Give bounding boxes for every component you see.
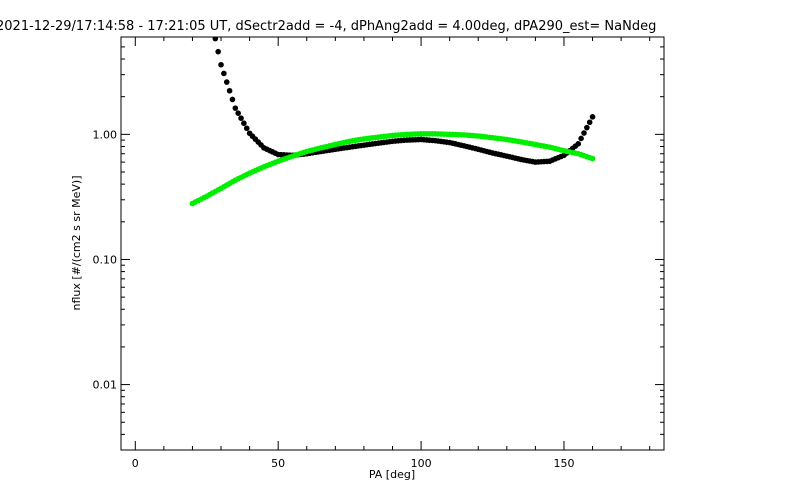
chart-title: 2021-12-29/17:14:58 - 17:21:05 UT, dSect… [0,19,656,34]
plot-frame [120,36,665,451]
data-point [232,105,239,111]
x-tick-label: 150 [553,457,574,470]
data-point [215,48,221,55]
series-1 [189,131,596,207]
x-tick-label: 50 [271,457,285,470]
x-tick-label: 100 [411,457,432,470]
axis-ticks [121,36,664,451]
y-tick-label: 0.10 [93,253,118,266]
data-point [229,96,236,103]
data-point [223,79,230,85]
data-point [226,87,233,94]
data-point [589,155,596,162]
data-point [584,124,590,131]
data-point [204,0,210,2]
x-axis-label: PA [deg] [369,468,415,481]
y-axis-label: nflux [#/(cm2 s sr MeV)] [70,176,83,311]
data-point [238,115,244,121]
x-tick-label: 0 [132,457,139,470]
data-point [212,37,219,42]
y-tick-label: 0.01 [93,379,118,392]
data-point [207,10,213,16]
data-point [235,110,241,116]
data-point [221,70,227,77]
data-point [586,119,593,126]
series-layer [189,0,596,207]
data-point [241,120,247,127]
data-point [578,135,584,142]
data-point [218,61,224,68]
data-point [243,125,250,132]
y-tick-label: 1.00 [93,128,118,141]
data-point [575,141,582,147]
axis-tick-labels: 0 50 100 150 0.01 0.10 1.00 [93,128,575,470]
data-point [581,130,587,136]
data-point [589,114,596,120]
